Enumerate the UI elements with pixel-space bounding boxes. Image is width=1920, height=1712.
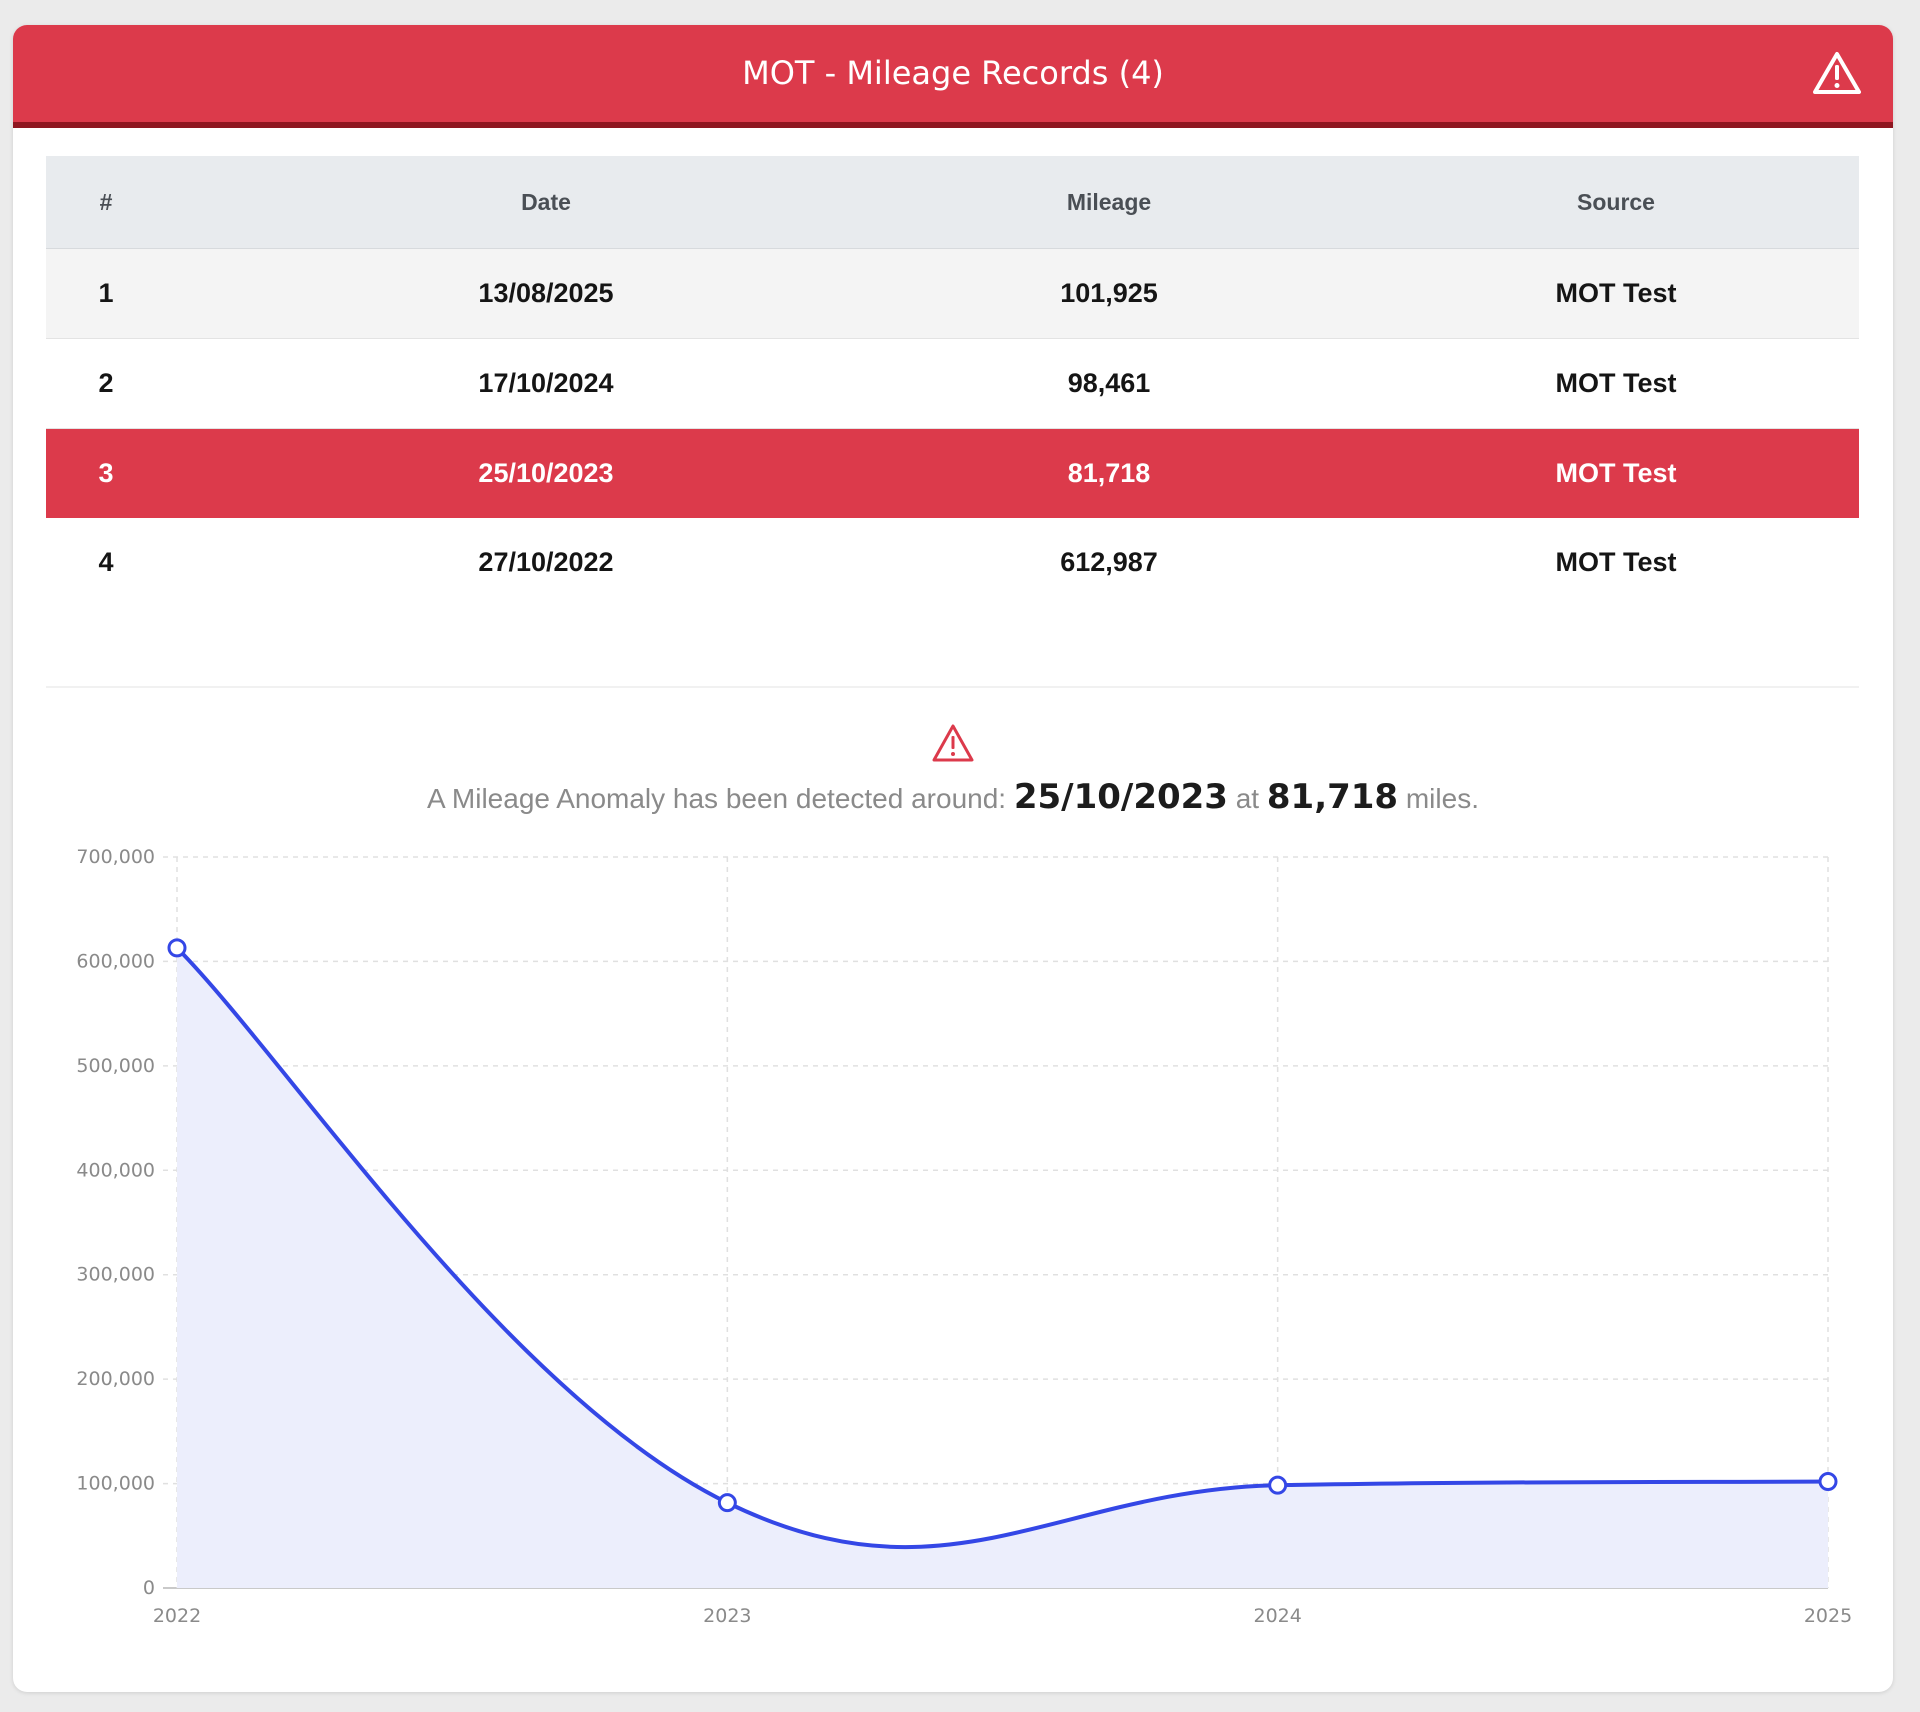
row-number: 4 <box>98 547 114 577</box>
x-tick-label: 2025 <box>1804 1605 1852 1627</box>
series-area <box>177 947 1828 1588</box>
column-header-number[interactable]: # <box>99 188 113 215</box>
column-header-source[interactable]: Source <box>1577 188 1655 215</box>
row-source: MOT Test <box>1555 458 1677 488</box>
mileage-table: # Date Mileage Source 1 13/08/2025 101,9… <box>46 156 1859 607</box>
anomaly-suffix: miles. <box>1398 783 1479 814</box>
column-header-date[interactable]: Date <box>521 188 571 215</box>
card-title: MOT - Mileage Records (4) <box>742 54 1164 92</box>
y-tick-label: 100,000 <box>76 1473 155 1495</box>
x-tick-label: 2022 <box>153 1605 201 1627</box>
x-tick-label: 2023 <box>703 1605 751 1627</box>
row-source: MOT Test <box>1555 547 1677 577</box>
anomaly-message: A Mileage Anomaly has been detected arou… <box>13 777 1893 817</box>
y-tick-label: 700,000 <box>76 846 155 868</box>
row-date: 13/08/2025 <box>478 278 614 308</box>
table-row-anomaly: 3 25/10/2023 81,718 MOT Test <box>46 429 1859 518</box>
anomaly-mileage: 81,718 <box>1266 777 1399 817</box>
table-row: 1 13/08/2025 101,925 MOT Test <box>46 249 1859 339</box>
y-tick-label: 0 <box>143 1577 155 1599</box>
data-point <box>1818 1472 1838 1492</box>
y-tick-label: 500,000 <box>76 1055 155 1077</box>
row-date: 17/10/2024 <box>478 368 614 398</box>
y-tick-label: 300,000 <box>76 1264 155 1286</box>
mileage-chart: 0 100,000 200,000 300,000 400,000 500,000 600,… <box>76 846 1852 1627</box>
table-row: 4 27/10/2022 612,987 MOT Test <box>46 518 1859 607</box>
series-line <box>175 946 1829 1550</box>
y-tick-label: 200,000 <box>76 1368 155 1390</box>
row-mileage: 81,718 <box>1067 458 1151 488</box>
y-tick-label: 600,000 <box>76 950 155 972</box>
row-mileage: 101,925 <box>1060 278 1158 308</box>
data-point <box>167 938 187 958</box>
row-mileage: 612,987 <box>1060 547 1158 577</box>
table-header: # Date Mileage Source <box>46 156 1859 249</box>
column-header-mileage[interactable]: Mileage <box>1066 188 1152 215</box>
card-header: MOT - Mileage Records (4) <box>13 25 1893 128</box>
row-source: MOT Test <box>1555 368 1677 398</box>
y-tick-label: 400,000 <box>76 1159 155 1181</box>
row-source: MOT Test <box>1555 278 1677 308</box>
section-divider <box>46 686 1859 688</box>
row-mileage: 98,461 <box>1067 368 1151 398</box>
row-date: 25/10/2023 <box>478 458 614 488</box>
mileage-records-card: MOT - Mileage Records (4) # Date Mileage… <box>13 25 1893 1692</box>
anomaly-date: 25/10/2023 <box>1013 777 1228 817</box>
table-row: 2 17/10/2024 98,461 MOT Test <box>46 339 1859 429</box>
data-point <box>717 1493 737 1513</box>
row-number: 1 <box>98 278 114 308</box>
warning-triangle-icon <box>1813 52 1861 94</box>
row-number: 3 <box>98 458 114 488</box>
row-number: 2 <box>98 368 114 398</box>
x-tick-label: 2024 <box>1253 1605 1301 1627</box>
warning-triangle-icon <box>932 724 974 762</box>
anomaly-connector: at <box>1227 783 1267 814</box>
data-point <box>1268 1475 1288 1495</box>
row-date: 27/10/2022 <box>478 547 614 577</box>
anomaly-prefix: A Mileage Anomaly has been detected arou… <box>427 783 1014 814</box>
